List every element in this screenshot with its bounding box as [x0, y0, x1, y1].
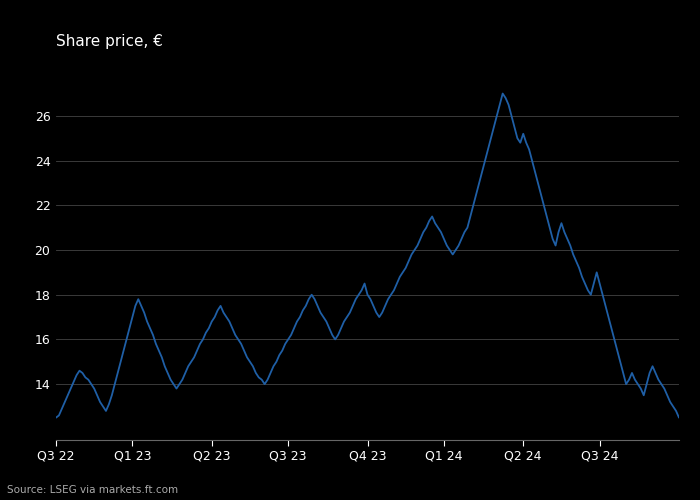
Text: Share price, €: Share price, € [56, 34, 163, 49]
Text: Source: LSEG via markets.ft.com: Source: LSEG via markets.ft.com [7, 485, 178, 495]
